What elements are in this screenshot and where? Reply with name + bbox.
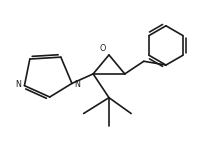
Text: N: N [74,80,80,88]
Text: O: O [99,44,106,53]
Text: N: N [15,80,21,90]
